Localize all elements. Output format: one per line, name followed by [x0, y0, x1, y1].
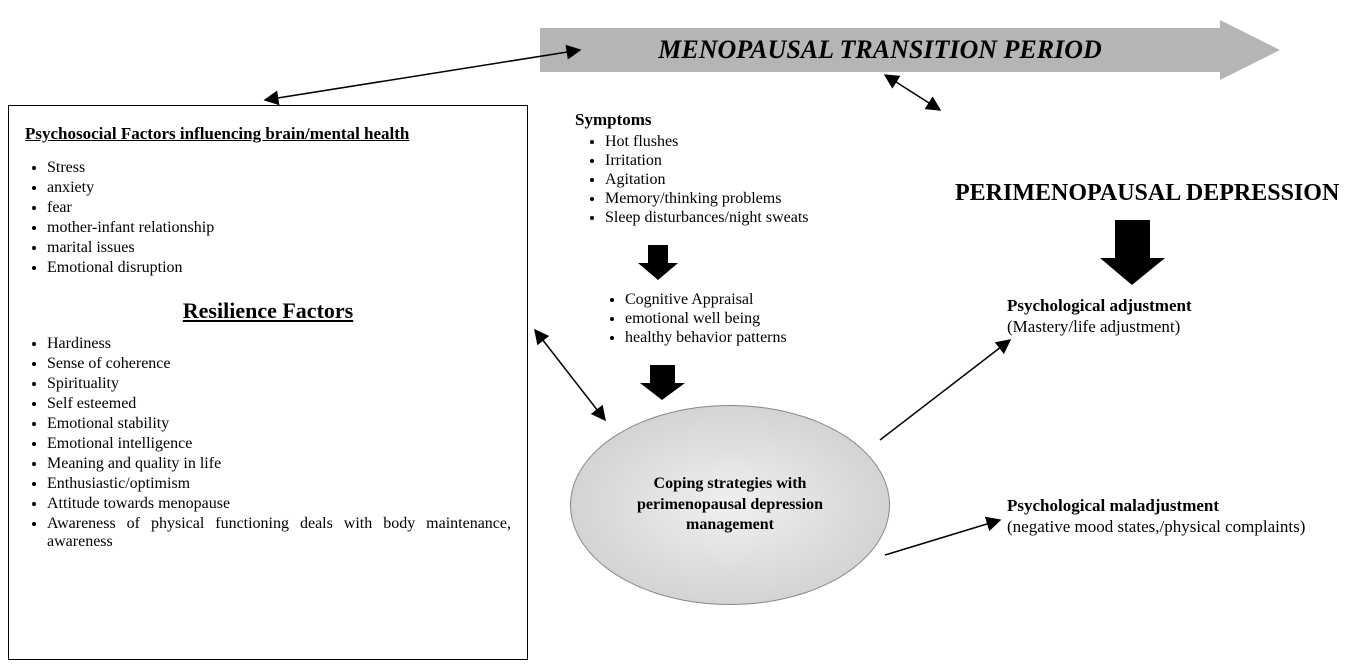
- symptoms-list: Hot flushes Irritation Agitation Memory/…: [575, 132, 885, 227]
- list-item: Hot flushes: [605, 132, 885, 151]
- thick-arrow-icon: [640, 365, 685, 400]
- list-item: fear: [47, 198, 511, 218]
- list-item: mother-infant relationship: [47, 218, 511, 238]
- resilience-heading: Resilience Factors: [25, 298, 511, 324]
- list-item: Hardiness: [47, 334, 511, 354]
- banner-arrow: MENOPAUSAL TRANSITION PERIOD: [540, 20, 1280, 80]
- list-item: Stress: [47, 158, 511, 178]
- list-item: healthy behavior patterns: [625, 328, 885, 347]
- banner-label: MENOPAUSAL TRANSITION PERIOD: [540, 20, 1220, 80]
- depression-title: PERIMENOPAUSAL DEPRESSION: [955, 180, 1345, 207]
- adjustment-block: Psychological adjustment (Mastery/life a…: [1007, 295, 1287, 338]
- list-item: marital issues: [47, 238, 511, 258]
- list-item: Attitude towards menopause: [47, 494, 511, 514]
- list-item: Sleep disturbances/night sweats: [605, 208, 885, 227]
- adjustment-title: Psychological adjustment: [1007, 296, 1192, 315]
- resilience-list: Hardiness Sense of coherence Spiritualit…: [25, 334, 511, 552]
- list-item: Sense of coherence: [47, 354, 511, 374]
- symptoms-heading: Symptoms: [575, 110, 885, 130]
- list-item: Irritation: [605, 151, 885, 170]
- list-item: Emotional intelligence: [47, 434, 511, 454]
- thick-arrow-icon: [638, 245, 678, 280]
- thick-arrow-icon: [1100, 220, 1165, 285]
- appraisal-block: Cognitive Appraisal emotional well being…: [595, 290, 885, 347]
- psychosocial-box: Psychosocial Factors influencing brain/m…: [8, 105, 528, 660]
- maladjustment-title: Psychological maladjustment: [1007, 496, 1219, 515]
- list-item: Meaning and quality in life: [47, 454, 511, 474]
- maladjustment-block: Psychological maladjustment (negative mo…: [1007, 495, 1307, 538]
- coping-ellipse: Coping strategies with perimenopausal de…: [570, 405, 890, 605]
- list-item: Awareness of physical functioning deals …: [47, 514, 511, 552]
- maladjustment-subtitle: (negative mood states,/physical complain…: [1007, 517, 1305, 536]
- list-item: Agitation: [605, 170, 885, 189]
- list-item: Spirituality: [47, 374, 511, 394]
- list-item: anxiety: [47, 178, 511, 198]
- psychosocial-heading: Psychosocial Factors influencing brain/m…: [25, 124, 511, 144]
- symptoms-block: Symptoms Hot flushes Irritation Agitatio…: [575, 110, 885, 227]
- list-item: Enthusiastic/optimism: [47, 474, 511, 494]
- psychosocial-list: Stress anxiety fear mother-infant relati…: [25, 158, 511, 278]
- list-item: Self esteemed: [47, 394, 511, 414]
- list-item: Memory/thinking problems: [605, 189, 885, 208]
- coping-label: Coping strategies with perimenopausal de…: [611, 474, 849, 536]
- list-item: emotional well being: [625, 309, 885, 328]
- list-item: Emotional disruption: [47, 258, 511, 278]
- list-item: Cognitive Appraisal: [625, 290, 885, 309]
- appraisal-list: Cognitive Appraisal emotional well being…: [595, 290, 885, 347]
- list-item: Emotional stability: [47, 414, 511, 434]
- adjustment-subtitle: (Mastery/life adjustment): [1007, 317, 1180, 336]
